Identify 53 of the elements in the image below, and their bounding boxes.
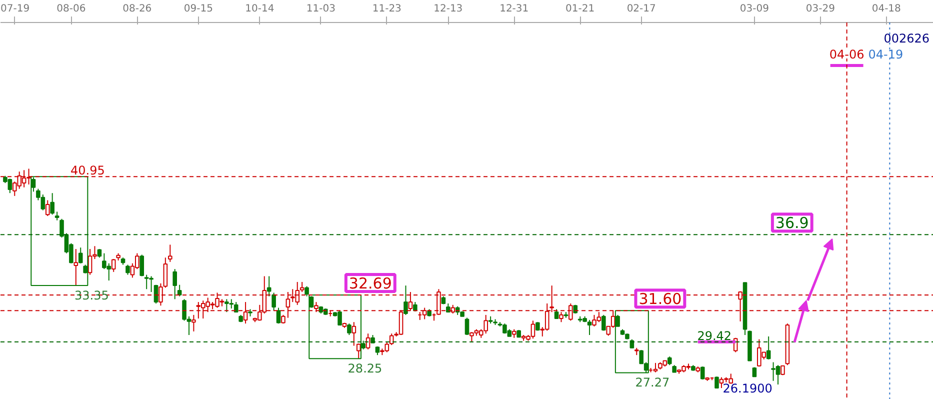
candlestick [766,336,771,360]
candlestick [653,362,658,373]
x-tick-label: 11-03 [306,4,336,14]
candlestick [752,366,757,378]
x-tick-label: 01-21 [566,4,595,14]
candlestick [111,258,116,272]
candlestick [347,323,352,336]
candlestick [45,200,50,217]
candlestick [234,302,238,313]
candlestick [78,247,83,264]
ref-line-label: 32.69 [348,274,392,292]
candlestick [172,268,177,300]
x-tick-label: 04-18 [872,4,901,14]
annotation: 26.1900 [722,382,772,396]
x-tick-label: 09-15 [184,4,213,14]
x-tick-label: 08-06 [56,4,86,14]
annotation: 27.27 [635,376,670,390]
candlestick [356,343,361,360]
x-tick-label: 02-17 [626,4,656,14]
x-tick-label: 07-19 [0,4,30,14]
candlestick [714,376,719,389]
candlestick [168,244,172,262]
annotation: 002626 [884,32,930,46]
candlestick [602,314,606,332]
annotation: 33.35 [74,288,109,303]
x-tick-label: 11-23 [372,4,402,14]
text: 04-06 [829,48,864,62]
x-tick-label: 12-31 [500,4,529,14]
candlestick [266,276,272,297]
candlestick [272,292,276,312]
candlestick [276,307,281,324]
candlestick [700,366,705,380]
x-tick-label: 03-29 [806,4,835,14]
candlestick [404,285,408,316]
candlestick [192,314,196,332]
x-tick-label: 08-26 [122,4,152,14]
x-tick-label: 10-14 [245,4,274,14]
text: 04-19 [868,48,904,62]
ref-line-label: 31.60 [638,290,682,308]
candlestick [140,254,144,277]
ref-line-label: 29.42 [697,328,732,343]
candlestick [352,322,356,346]
candlestick [126,264,130,276]
annotation: 28.25 [348,362,382,376]
candlestick [554,308,559,320]
x-tick-label: 03-09 [740,4,769,14]
candlestick [464,317,470,336]
x-tick-label: 12-13 [434,4,463,14]
candlestick [74,248,78,286]
candlestick [50,192,54,216]
ref-line-label: 40.95 [70,164,105,178]
candlestick [177,284,182,297]
ref-line-label: 36.9 [775,214,809,232]
